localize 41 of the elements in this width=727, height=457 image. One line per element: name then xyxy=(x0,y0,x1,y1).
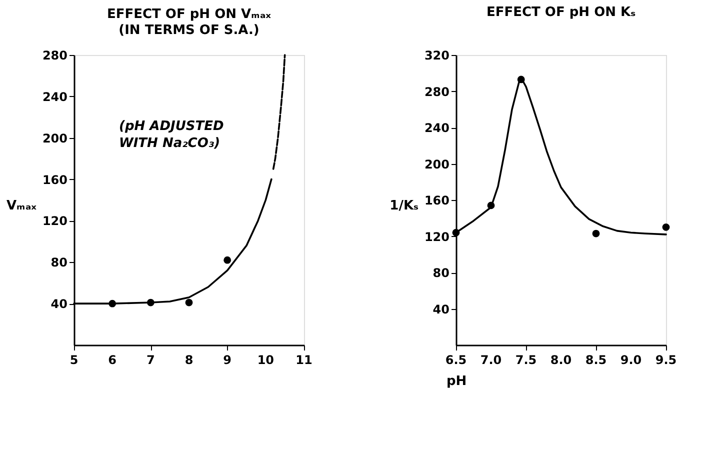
point xyxy=(592,230,600,238)
x-tick-label: 10 xyxy=(257,353,274,367)
y-axis-title: 1/Kₛ xyxy=(390,198,419,214)
annotation: (pH ADJUSTED WITH Na₂CO₃) xyxy=(119,119,224,151)
y-tick-label: 200 xyxy=(424,157,450,172)
y-tick-label: 80 xyxy=(432,266,450,280)
chart-title: EFFECT OF pH ON Vₘₐₓ xyxy=(106,7,272,22)
point xyxy=(224,256,232,264)
x-tick-label: 8 xyxy=(184,353,194,367)
y-tick-label: 240 xyxy=(42,90,68,104)
y-tick-label: 200 xyxy=(42,131,68,146)
y-axis-title: Vₘₐₓ xyxy=(6,198,38,214)
y-tick-label: 40 xyxy=(432,302,450,316)
y-tick-label: 40 xyxy=(50,297,68,312)
y-tick-label: 320 xyxy=(424,48,450,62)
y-tick-label: 120 xyxy=(424,230,450,244)
point xyxy=(185,298,193,306)
y-tick-label: 280 xyxy=(424,84,450,99)
x-tick-label: 6 xyxy=(108,353,117,367)
y-tick-label: 160 xyxy=(424,194,450,208)
chart-subtitle: (IN TERMS OF S.A.) xyxy=(118,23,260,38)
x-tick-label: 8.0 xyxy=(550,353,572,367)
y-tick-label: 80 xyxy=(50,256,68,270)
chart-title: EFFECT OF pH ON Kₛ xyxy=(486,5,636,20)
x-tick-label: 9.5 xyxy=(655,353,677,367)
y-tick-label: 240 xyxy=(424,121,450,135)
x-tick-label: 11 xyxy=(296,353,312,367)
x-tick-label: 9 xyxy=(223,353,232,367)
y-tick-label: 160 xyxy=(42,172,68,187)
x-tick-label: 5 xyxy=(70,353,78,367)
x-tick-label: 7.0 xyxy=(480,353,502,367)
y-tick-label: 280 xyxy=(42,48,68,62)
x-tick-label: 7.5 xyxy=(515,353,537,367)
point xyxy=(662,223,670,231)
x-tick-label: 8.5 xyxy=(585,353,607,367)
x-tick-label: 6.5 xyxy=(445,353,467,367)
x-tick-label: 9.0 xyxy=(620,353,642,367)
y-tick-label: 120 xyxy=(42,214,68,228)
line-series xyxy=(272,54,286,170)
x-tick-label: 7 xyxy=(146,353,155,367)
x-axis-title: pH xyxy=(446,374,467,389)
